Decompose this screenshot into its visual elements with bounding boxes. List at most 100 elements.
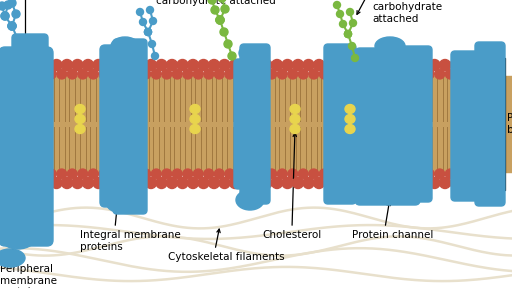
Ellipse shape <box>240 103 260 113</box>
Circle shape <box>99 169 109 179</box>
Circle shape <box>220 28 228 36</box>
Circle shape <box>198 60 209 71</box>
Circle shape <box>4 169 14 179</box>
Circle shape <box>309 69 318 79</box>
Circle shape <box>103 177 115 189</box>
Circle shape <box>72 60 83 71</box>
Circle shape <box>229 60 241 71</box>
Circle shape <box>261 60 272 71</box>
Circle shape <box>208 0 216 4</box>
Circle shape <box>460 60 472 71</box>
Circle shape <box>466 169 476 179</box>
Circle shape <box>8 22 16 30</box>
Circle shape <box>466 69 476 79</box>
Circle shape <box>292 177 304 189</box>
Circle shape <box>477 169 487 179</box>
Ellipse shape <box>290 124 300 134</box>
Circle shape <box>15 169 25 179</box>
Circle shape <box>25 169 35 179</box>
Circle shape <box>240 60 251 71</box>
Circle shape <box>216 16 224 24</box>
Circle shape <box>46 169 56 179</box>
Circle shape <box>21 49 29 57</box>
Circle shape <box>319 169 329 179</box>
Circle shape <box>376 60 388 71</box>
Circle shape <box>120 69 130 79</box>
Circle shape <box>355 60 367 71</box>
Circle shape <box>340 69 350 79</box>
Circle shape <box>51 60 62 71</box>
Circle shape <box>292 60 304 71</box>
Circle shape <box>219 60 230 71</box>
Text: Peripheral
membrane
protein: Peripheral membrane protein <box>0 264 57 288</box>
Circle shape <box>471 60 482 71</box>
Circle shape <box>78 169 88 179</box>
Circle shape <box>150 18 157 24</box>
Circle shape <box>148 41 156 48</box>
Circle shape <box>146 7 154 14</box>
Circle shape <box>376 177 388 189</box>
Circle shape <box>211 6 219 14</box>
Circle shape <box>144 29 152 35</box>
Circle shape <box>445 69 455 79</box>
Circle shape <box>183 169 193 179</box>
Circle shape <box>481 177 493 189</box>
Circle shape <box>12 10 20 18</box>
Circle shape <box>250 60 262 71</box>
Circle shape <box>313 60 325 71</box>
Text: Cholesterol: Cholesterol <box>262 230 321 240</box>
Ellipse shape <box>75 105 85 113</box>
Circle shape <box>350 20 356 26</box>
Circle shape <box>347 9 353 16</box>
Circle shape <box>177 60 188 71</box>
Circle shape <box>152 169 161 179</box>
Circle shape <box>456 69 466 79</box>
Circle shape <box>173 169 182 179</box>
Circle shape <box>61 60 73 71</box>
Circle shape <box>57 169 67 179</box>
Circle shape <box>313 177 325 189</box>
Circle shape <box>236 69 245 79</box>
FancyBboxPatch shape <box>113 39 147 214</box>
Circle shape <box>349 43 355 50</box>
Circle shape <box>9 177 20 189</box>
Circle shape <box>30 177 41 189</box>
Circle shape <box>382 169 392 179</box>
Circle shape <box>216 16 224 24</box>
Ellipse shape <box>290 105 300 113</box>
Circle shape <box>250 177 262 189</box>
Circle shape <box>298 69 308 79</box>
Circle shape <box>14 36 22 44</box>
Circle shape <box>246 69 255 79</box>
Circle shape <box>204 69 214 79</box>
Circle shape <box>236 169 245 179</box>
Circle shape <box>120 169 130 179</box>
Circle shape <box>393 169 403 179</box>
FancyBboxPatch shape <box>355 48 420 205</box>
Circle shape <box>194 169 203 179</box>
Circle shape <box>418 60 430 71</box>
Circle shape <box>93 177 104 189</box>
Circle shape <box>435 69 445 79</box>
FancyBboxPatch shape <box>451 51 504 201</box>
Circle shape <box>372 69 382 79</box>
Circle shape <box>8 22 16 30</box>
Circle shape <box>225 69 234 79</box>
Circle shape <box>78 69 88 79</box>
Circle shape <box>36 69 46 79</box>
Circle shape <box>109 169 119 179</box>
Circle shape <box>40 60 52 71</box>
Ellipse shape <box>0 249 25 267</box>
Circle shape <box>324 177 335 189</box>
Circle shape <box>187 60 199 71</box>
Circle shape <box>137 9 143 16</box>
Circle shape <box>82 177 94 189</box>
Circle shape <box>345 31 352 37</box>
Circle shape <box>141 169 151 179</box>
Circle shape <box>355 177 367 189</box>
Circle shape <box>46 69 56 79</box>
Ellipse shape <box>345 105 355 113</box>
Circle shape <box>492 177 503 189</box>
Circle shape <box>393 69 403 79</box>
Circle shape <box>397 60 409 71</box>
